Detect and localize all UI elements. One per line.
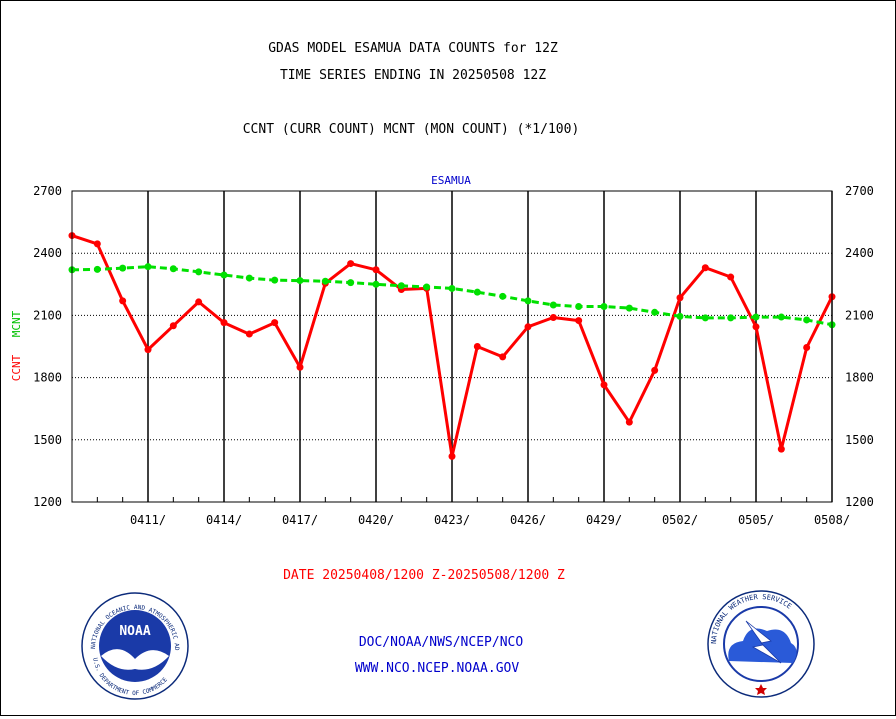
data-point-mcnt [220, 271, 228, 279]
data-point-mcnt [423, 283, 431, 291]
website-link[interactable]: WWW.NCO.NCEP.NOAA.GOV [355, 661, 520, 676]
data-point-ccnt [448, 452, 456, 460]
data-point-mcnt [245, 274, 253, 282]
data-point-ccnt [752, 323, 760, 331]
data-point-mcnt [701, 314, 709, 322]
chart-subtitle: CCNT (CURR COUNT) MCNT (MON COUNT) (*1/1… [243, 122, 580, 137]
x-tick-label: 0508/ [814, 513, 850, 527]
y-tick-label-right: 2700 [845, 184, 874, 198]
data-point-ccnt [119, 297, 127, 305]
data-point-mcnt [625, 304, 633, 312]
y-tick-label-left: 1500 [33, 433, 62, 447]
y-tick-label-right: 2100 [845, 308, 874, 322]
chart-title-line1: GDAS MODEL ESAMUA DATA COUNTS for 12Z [268, 41, 558, 56]
data-point-mcnt [524, 297, 532, 305]
noaa-logo-inner-circle [99, 610, 171, 682]
x-tick-label: 0502/ [662, 513, 698, 527]
y-tick-label-right: 1500 [845, 433, 874, 447]
y-axis-label: CCNT MCNT [10, 310, 23, 381]
y-tick-label-right: 1800 [845, 371, 874, 385]
x-tick-label: 0414/ [206, 513, 242, 527]
data-point-ccnt [625, 418, 633, 426]
y-axis-label-mcnt: MCNT [10, 310, 23, 337]
x-tick-label: 0429/ [586, 513, 622, 527]
y-tick-label-right: 1200 [845, 495, 874, 509]
y-ticks-layer: 1200 1200 1500 1500 1800 1800 2100 2100 2400 2400… [33, 184, 874, 509]
data-point-ccnt [676, 294, 684, 302]
y-tick-label-right: 2400 [845, 246, 874, 260]
x-tick-label: 0420/ [358, 513, 394, 527]
data-point-mcnt [169, 265, 177, 273]
data-point-ccnt [220, 319, 228, 327]
data-point-ccnt [727, 273, 735, 281]
panel-label: ESAMUA [431, 174, 471, 187]
x-tick-label: 0423/ [434, 513, 470, 527]
data-point-ccnt [600, 381, 608, 389]
x-tick-label: 0426/ [510, 513, 546, 527]
data-point-mcnt [448, 284, 456, 292]
data-point-ccnt [549, 313, 557, 321]
data-point-mcnt [372, 280, 380, 288]
data-point-mcnt [473, 288, 481, 296]
chart-title-line2: TIME SERIES ENDING IN 20250508 12Z [280, 68, 546, 83]
data-point-ccnt [195, 298, 203, 306]
data-point-ccnt [701, 264, 709, 272]
y-tick-label-left: 2400 [33, 246, 62, 260]
data-point-mcnt [752, 313, 760, 321]
noaa-logo-text: NOAA [119, 624, 150, 639]
data-point-ccnt [651, 366, 659, 374]
data-point-mcnt [296, 277, 304, 285]
data-point-mcnt [803, 316, 811, 324]
data-point-ccnt [372, 266, 380, 274]
data-point-ccnt [575, 317, 583, 325]
data-point-mcnt [600, 302, 608, 310]
data-point-mcnt [651, 308, 659, 316]
date-range-label: DATE 20250408/1200 Z-20250508/1200 Z [283, 568, 565, 583]
org-path-link[interactable]: DOC/NOAA/NWS/NCEP/NCO [359, 635, 524, 650]
nws-logo-star [755, 684, 767, 695]
data-point-ccnt [473, 343, 481, 350]
data-point-mcnt [777, 313, 785, 321]
data-point-ccnt [524, 323, 532, 331]
x-tick-label: 0505/ [738, 513, 774, 527]
data-point-mcnt [575, 302, 583, 310]
plot-border [71, 190, 833, 503]
data-point-ccnt [777, 445, 785, 453]
data-point-mcnt [271, 276, 279, 284]
data-point-mcnt [549, 301, 557, 309]
y-axis-label-ccnt: CCNT [10, 354, 23, 381]
data-point-ccnt [271, 319, 279, 327]
data-point-mcnt [727, 314, 735, 322]
data-point-ccnt [245, 330, 253, 338]
data-point-ccnt [144, 346, 152, 354]
y-tick-label-left: 1800 [33, 371, 62, 385]
y-tick-label-left: 2100 [33, 308, 62, 322]
noaa-logo-bird [101, 649, 169, 670]
x-ticks-layer: 0411/0414/0417/0420/0423/0426/0429/0502/… [130, 513, 850, 527]
data-point-ccnt [296, 363, 304, 371]
data-point-ccnt [347, 260, 355, 268]
nws-logo: NATIONAL WEATHER SERVICE [707, 590, 815, 698]
y-tick-label-left: 1200 [33, 495, 62, 509]
data-point-mcnt [676, 312, 684, 320]
data-point-ccnt [499, 353, 507, 361]
data-point-mcnt [119, 264, 127, 272]
x-tick-label: 0417/ [282, 513, 318, 527]
data-point-mcnt [195, 268, 203, 276]
nws-logo-lightning [745, 620, 782, 664]
data-point-mcnt [93, 265, 101, 273]
x-tick-label: 0411/ [130, 513, 166, 527]
y-tick-label-left: 2700 [33, 184, 62, 198]
series-layer [68, 190, 836, 503]
data-point-mcnt [144, 263, 152, 271]
data-point-ccnt [93, 240, 101, 248]
data-point-mcnt [347, 279, 355, 287]
data-point-ccnt [169, 322, 177, 330]
data-point-mcnt [499, 292, 507, 300]
data-point-mcnt [397, 282, 405, 290]
data-point-mcnt [321, 277, 329, 285]
data-point-ccnt [803, 344, 811, 352]
